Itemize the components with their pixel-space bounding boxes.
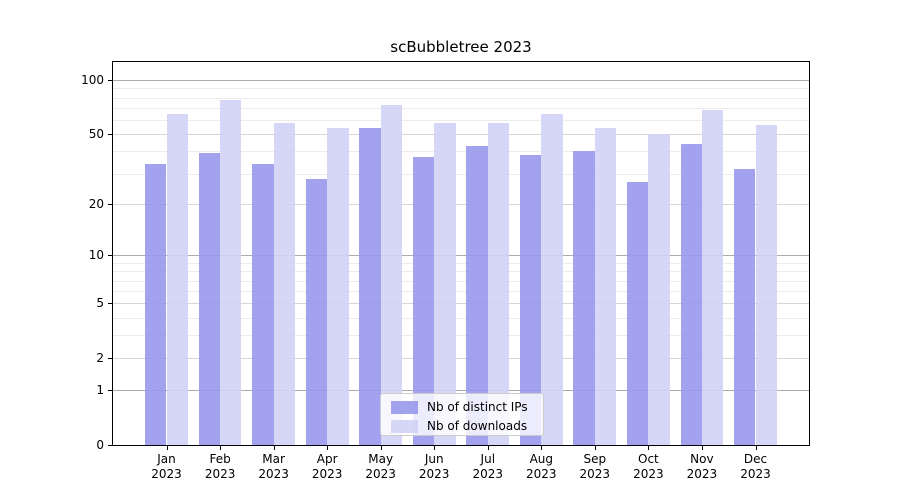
- bar-may-distinct-ips: [359, 128, 381, 445]
- bar-oct-distinct-ips: [627, 181, 649, 445]
- gridline-y-2: [113, 358, 809, 360]
- x-label-sep: Sep 2023: [579, 452, 611, 481]
- gridline-y-90: [113, 88, 809, 90]
- bar-jan-downloads: [166, 113, 188, 445]
- gridline-y-100: [113, 80, 809, 82]
- x-label-jul: Jul 2023: [472, 452, 504, 481]
- bar-dec-downloads: [755, 125, 777, 445]
- y-tick-label-10: 10: [88, 248, 104, 263]
- x-label-nov: Nov 2023: [686, 452, 718, 481]
- bar-sep-distinct-ips: [573, 151, 595, 445]
- bar-mar-downloads: [273, 122, 295, 445]
- x-label-dec: Dec 2023: [740, 452, 771, 481]
- x-tick-nov: [701, 446, 703, 450]
- y-tick-label-2: 2: [96, 351, 104, 366]
- bar-may-downloads: [380, 104, 403, 445]
- gridline-y-10: [113, 255, 809, 257]
- y-tick-0: [108, 445, 112, 446]
- y-tick-label-1: 1: [96, 383, 104, 398]
- x-tick-sep: [594, 446, 596, 450]
- y-tick-label-20: 20: [88, 197, 104, 212]
- x-tick-aug: [541, 446, 543, 450]
- gridline-y-60: [113, 120, 809, 121]
- y-tick-1: [108, 390, 112, 392]
- bar-apr-distinct-ips: [305, 178, 328, 445]
- y-tick-label-100: 100: [81, 73, 104, 88]
- gridline-y-70: [113, 108, 809, 109]
- legend-row-downloads: Nb of downloads: [391, 417, 543, 435]
- legend: Nb of distinct IPs Nb of downloads: [380, 393, 544, 436]
- bar-apr-downloads: [327, 128, 349, 445]
- y-tick-label-0: 0: [96, 438, 104, 452]
- legend-label-distinct-ips: Nb of distinct IPs: [427, 400, 528, 414]
- bar-feb-distinct-ips: [198, 153, 221, 445]
- y-tick-100: [108, 80, 112, 82]
- x-label-feb: Feb 2023: [204, 452, 236, 481]
- gridline-y-5: [113, 303, 809, 305]
- y-tick-label-5: 5: [96, 296, 104, 311]
- gridline-y-7: [113, 280, 809, 282]
- chart-title: scBubbletree 2023: [390, 38, 532, 56]
- y-tick-2: [108, 358, 112, 360]
- x-label-mar: Mar 2023: [258, 452, 289, 481]
- gridline-y-40: [113, 151, 809, 153]
- x-tick-dec: [755, 446, 757, 450]
- legend-swatch-downloads: [391, 419, 418, 433]
- bar-oct-downloads: [648, 134, 670, 445]
- gridline-y-50: [113, 134, 809, 136]
- x-tick-jun: [434, 446, 436, 450]
- bar-jul-downloads: [487, 122, 510, 445]
- bar-jun-distinct-ips: [412, 157, 435, 445]
- gridline-y-3: [113, 335, 809, 337]
- gridline-y-80: [113, 97, 809, 99]
- gridline-y-8: [113, 271, 809, 273]
- y-tick-10: [108, 255, 112, 257]
- x-label-may: May 2023: [365, 452, 396, 481]
- bar-aug-downloads: [541, 113, 563, 445]
- gridline-y-6: [113, 291, 809, 293]
- x-tick-jan: [166, 446, 168, 450]
- x-label-oct: Oct 2023: [633, 452, 664, 481]
- bar-jul-distinct-ips: [466, 145, 488, 445]
- x-tick-mar: [273, 446, 275, 450]
- x-tick-feb: [220, 446, 222, 450]
- x-tick-apr: [327, 446, 329, 450]
- plot-area: Nb of distinct IPs Nb of downloads: [112, 61, 810, 446]
- x-label-apr: Apr 2023: [311, 452, 343, 481]
- bar-dec-distinct-ips: [734, 168, 756, 445]
- y-tick-20: [108, 204, 112, 206]
- gridline-y-9: [113, 262, 809, 264]
- bar-mar-distinct-ips: [252, 163, 274, 445]
- gridline-y-4: [113, 317, 809, 319]
- x-label-aug: Aug 2023: [526, 452, 557, 481]
- bar-jan-distinct-ips: [145, 163, 167, 445]
- gridline-y-20: [113, 204, 809, 206]
- x-label-jun: Jun 2023: [418, 452, 450, 481]
- y-tick-label-50: 50: [88, 127, 104, 142]
- gridline-y-1: [113, 390, 809, 392]
- legend-label-downloads: Nb of downloads: [427, 419, 528, 433]
- legend-swatch-distinct-ips: [391, 400, 418, 414]
- x-tick-jul: [487, 446, 489, 450]
- bar-nov-downloads: [701, 110, 724, 445]
- bar-nov-distinct-ips: [680, 144, 702, 445]
- y-tick-5: [108, 303, 112, 305]
- bar-feb-downloads: [220, 99, 242, 445]
- bar-aug-distinct-ips: [519, 155, 542, 445]
- x-label-jan: Jan 2023: [151, 452, 182, 481]
- legend-row-distinct-ips: Nb of distinct IPs: [391, 398, 543, 416]
- bar-jun-downloads: [434, 122, 456, 445]
- gridline-y-30: [113, 173, 809, 175]
- x-tick-oct: [648, 446, 650, 450]
- bar-sep-downloads: [594, 128, 617, 445]
- y-tick-50: [108, 134, 112, 136]
- x-tick-may: [380, 446, 382, 450]
